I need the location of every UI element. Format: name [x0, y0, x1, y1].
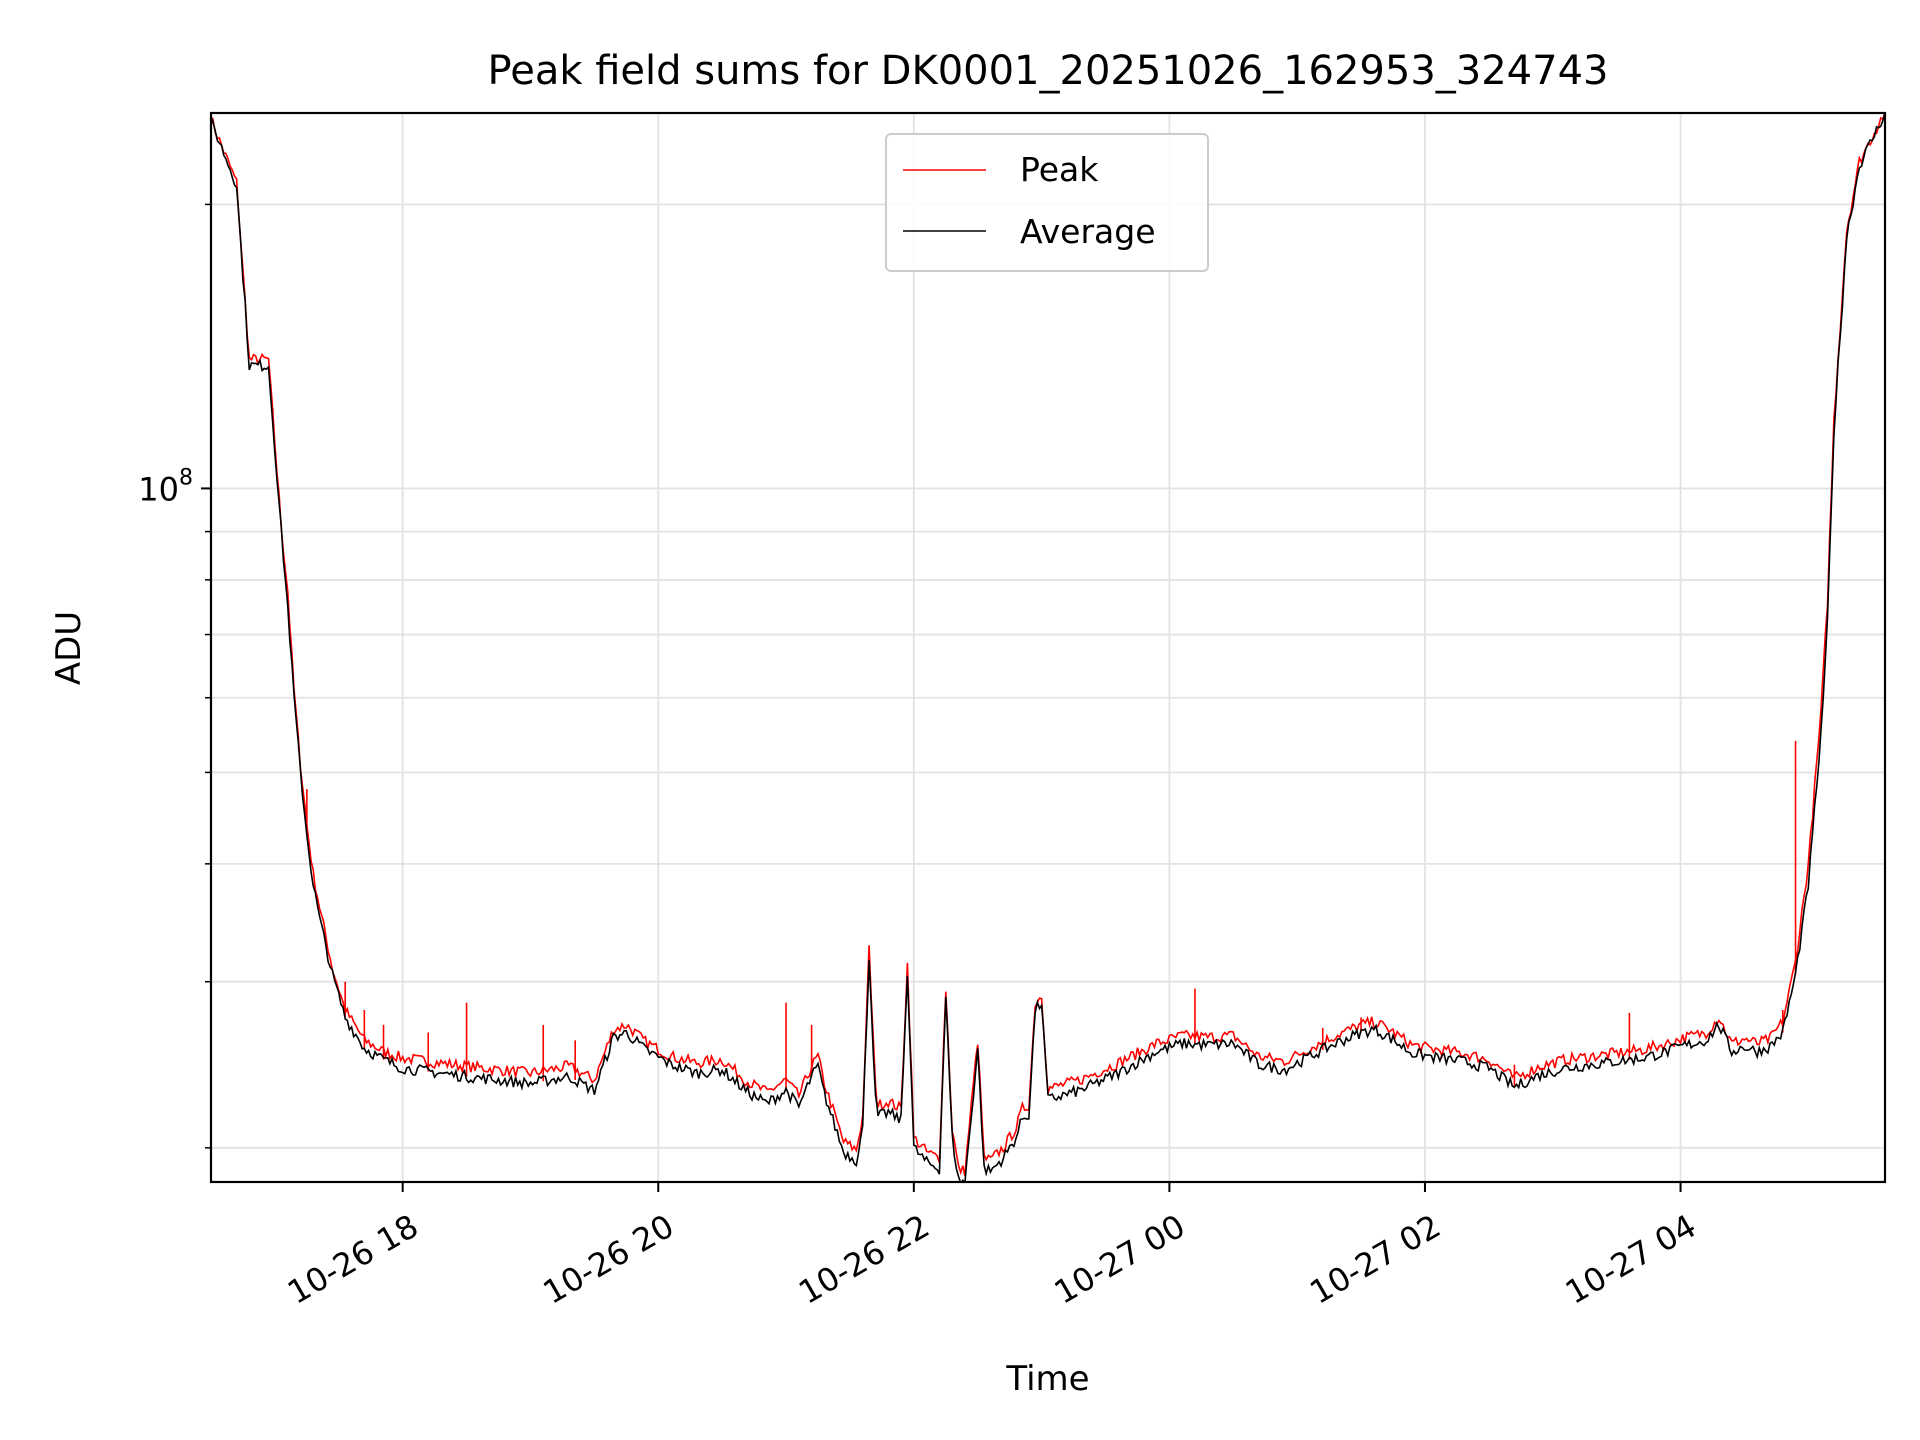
plot-frame [209, 111, 1887, 1184]
x-axis-label: Time [1005, 1359, 1089, 1399]
legend-average-label: Average [1020, 212, 1156, 251]
chart-title: Peak field sums for DK0001_20251026_1629… [488, 48, 1609, 94]
legend-peak-label: Peak [1020, 150, 1099, 189]
legend: Peak Average [885, 133, 1209, 272]
series-line-average [211, 113, 1885, 1182]
plot-area [211, 113, 1885, 1182]
legend-box [885, 133, 1209, 272]
y-axis-label: ADU [49, 611, 89, 685]
